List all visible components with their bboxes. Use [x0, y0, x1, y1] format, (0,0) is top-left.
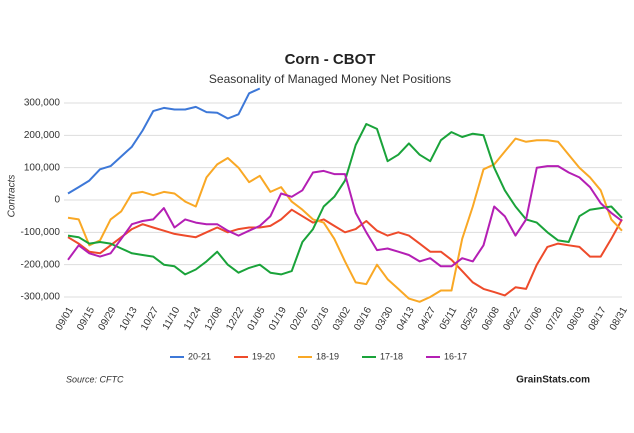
x-tick-label: 10/13	[118, 305, 140, 333]
x-tick-label: 10/27	[139, 305, 161, 333]
x-tick-label: 09/29	[96, 305, 118, 333]
x-tick-label: 03/02	[331, 305, 353, 333]
x-tick-label: 11/10	[161, 305, 183, 332]
x-tick-label: 03/30	[373, 305, 395, 333]
x-tick-label: 09/01	[54, 305, 76, 333]
y-tick-label: -200,000	[21, 259, 61, 270]
x-tick-label: 04/27	[416, 305, 438, 333]
legend-label: 20-21	[188, 351, 211, 361]
legend-label: 19-20	[252, 351, 275, 361]
brand: GrainStats.com	[516, 375, 590, 386]
x-tick-label: 08/03	[565, 305, 587, 333]
x-tick-label: 11/24	[182, 305, 204, 332]
x-tick-label: 06/22	[501, 305, 523, 333]
x-tick-label: 01/19	[267, 305, 289, 333]
series-line	[67, 87, 261, 195]
legend-label: 18-19	[316, 351, 339, 361]
legend-label: 17-18	[380, 351, 403, 361]
chart-subtitle: Seasonality of Managed Money Net Positio…	[209, 72, 451, 86]
series-line	[67, 137, 623, 303]
x-tick-label: 02/02	[288, 305, 310, 333]
series-line	[67, 165, 623, 268]
y-tick-label: 100,000	[24, 162, 61, 173]
series-line	[67, 123, 623, 276]
x-tick-label: 06/08	[480, 305, 502, 333]
x-tick-label: 07/06	[523, 305, 545, 333]
x-tick-label: 08/31	[608, 305, 630, 333]
x-tick-label: 03/16	[352, 305, 374, 333]
y-tick-label: 300,000	[24, 98, 61, 109]
series-line	[67, 208, 623, 297]
x-tick-label: 04/13	[395, 305, 417, 333]
x-tick-label: 08/17	[587, 305, 609, 333]
y-axis-label: Contracts	[7, 175, 18, 218]
x-tick-label: 05/25	[459, 305, 481, 333]
x-tick-label: 12/08	[203, 305, 225, 333]
y-tick-label: 0	[54, 195, 60, 206]
source-note: Source: CFTC	[66, 374, 124, 384]
x-tick-label: 07/20	[544, 305, 566, 333]
y-tick-label: 200,000	[24, 130, 61, 141]
chart-title: Corn - CBOT	[285, 51, 376, 68]
x-tick-label: 01/05	[246, 305, 268, 333]
x-tick-label: 09/15	[75, 305, 97, 333]
x-tick-label: 05/11	[438, 305, 460, 332]
y-tick-label: -100,000	[21, 227, 61, 238]
x-tick-label: 12/22	[224, 305, 246, 333]
x-tick-label: 02/16	[310, 305, 332, 333]
legend-label: 16-17	[444, 351, 467, 361]
y-tick-label: -300,000	[21, 292, 61, 303]
